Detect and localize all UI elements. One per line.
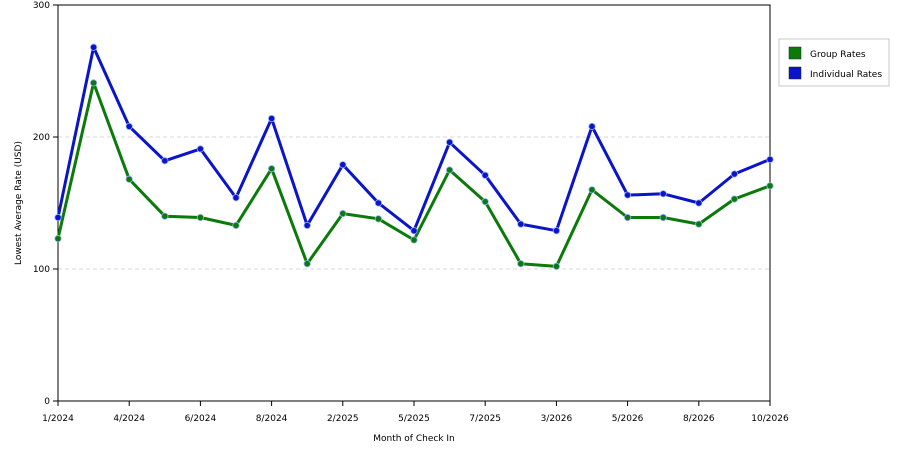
data-point-individual-rates xyxy=(54,213,62,222)
data-point-group-rates xyxy=(517,260,525,268)
x-tick-label: 2/2025 xyxy=(327,414,359,424)
data-point-individual-rates xyxy=(303,221,311,230)
data-point-individual-rates xyxy=(766,155,774,164)
data-point-individual-rates xyxy=(90,43,98,51)
x-tick-label: 1/2024 xyxy=(42,414,74,424)
data-point-individual-rates xyxy=(161,157,169,165)
series-individual-rates xyxy=(54,43,774,235)
x-tick-label: 4/2024 xyxy=(113,414,145,424)
data-point-group-rates xyxy=(695,220,703,228)
data-point-individual-rates xyxy=(232,194,240,202)
data-point-group-rates xyxy=(623,213,632,222)
x-tick-label: 8/2026 xyxy=(683,414,715,424)
data-point-group-rates xyxy=(90,79,98,87)
data-point-group-rates xyxy=(125,175,133,183)
data-point-group-rates xyxy=(730,195,739,203)
data-point-individual-rates xyxy=(445,138,454,146)
data-point-group-rates xyxy=(766,182,774,190)
series-group-rates xyxy=(54,79,774,270)
data-point-group-rates xyxy=(374,215,382,223)
x-tick-label: 10/2026 xyxy=(751,414,789,424)
x-tick-label: 8/2024 xyxy=(256,414,288,424)
data-point-individual-rates xyxy=(695,199,703,207)
x-tick-label: 5/2026 xyxy=(612,414,644,424)
data-point-group-rates xyxy=(161,212,169,220)
grid-lines xyxy=(58,136,770,270)
data-point-individual-rates xyxy=(659,190,667,198)
data-point-individual-rates xyxy=(339,161,347,169)
x-tick-label: 5/2025 xyxy=(398,414,430,424)
x-tick-label: 7/2025 xyxy=(469,414,501,424)
data-point-group-rates xyxy=(552,262,561,270)
data-point-group-rates xyxy=(54,235,62,243)
legend-swatch-group-rates xyxy=(788,46,802,60)
data-point-group-rates xyxy=(339,209,347,218)
data-point-group-rates xyxy=(410,236,418,244)
data-point-group-rates xyxy=(659,213,667,222)
data-point-individual-rates xyxy=(517,220,525,228)
data-point-individual-rates xyxy=(588,122,596,131)
data-point-group-rates xyxy=(267,165,276,173)
data-point-group-rates xyxy=(445,166,454,174)
x-axis-title: Month of Check In xyxy=(373,434,455,444)
data-point-group-rates xyxy=(303,260,311,268)
data-point-group-rates xyxy=(588,186,596,194)
y-axis-title: Lowest Average Rate (USD) xyxy=(14,141,24,265)
data-point-individual-rates xyxy=(125,122,133,131)
data-point-individual-rates xyxy=(374,199,382,207)
data-point-individual-rates xyxy=(730,170,739,178)
plot-frame xyxy=(57,4,771,402)
legend: Group Rates Individual Rates xyxy=(778,38,890,87)
legend-label-group-rates: Group Rates xyxy=(810,50,866,60)
data-point-group-rates xyxy=(481,198,489,206)
x-tick-label: 3/2026 xyxy=(541,414,573,424)
legend-swatch-individual-rates xyxy=(788,66,802,80)
data-point-individual-rates xyxy=(623,191,632,199)
y-tick-label: 100 xyxy=(33,265,50,275)
data-point-individual-rates xyxy=(481,171,489,179)
y-tick-label: 0 xyxy=(44,397,50,407)
data-point-individual-rates xyxy=(410,227,418,235)
data-point-group-rates xyxy=(196,213,204,222)
data-point-individual-rates xyxy=(196,145,204,153)
y-tick-label: 300 xyxy=(33,1,50,11)
y-axis: 0 100 200 300 xyxy=(33,1,58,407)
data-point-group-rates xyxy=(232,221,240,230)
series xyxy=(54,43,774,270)
series-line-individual-rates xyxy=(56,45,771,233)
data-point-individual-rates xyxy=(552,227,561,235)
x-tick-label: 6/2024 xyxy=(185,414,217,424)
data-point-individual-rates xyxy=(267,114,276,123)
y-tick-label: 200 xyxy=(33,133,50,143)
x-axis: 1/2024 4/2024 6/2024 8/2024 2/2025 5/2025 7/20… xyxy=(42,401,789,424)
legend-label-individual-rates: Individual Rates xyxy=(810,70,882,80)
